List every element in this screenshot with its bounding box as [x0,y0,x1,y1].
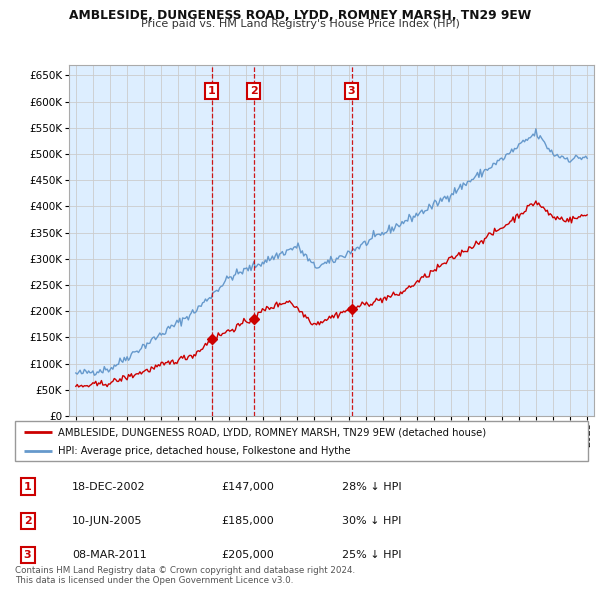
Text: AMBLESIDE, DUNGENESS ROAD, LYDD, ROMNEY MARSH, TN29 9EW (detached house): AMBLESIDE, DUNGENESS ROAD, LYDD, ROMNEY … [58,427,486,437]
Text: 08-MAR-2011: 08-MAR-2011 [73,550,147,560]
Text: 1: 1 [24,481,31,491]
Text: 3: 3 [24,550,31,560]
Text: £147,000: £147,000 [221,481,274,491]
Text: 1: 1 [208,86,215,96]
FancyBboxPatch shape [15,421,588,461]
Text: Contains HM Land Registry data © Crown copyright and database right 2024.
This d: Contains HM Land Registry data © Crown c… [15,566,355,585]
Text: HPI: Average price, detached house, Folkestone and Hythe: HPI: Average price, detached house, Folk… [58,445,350,455]
Text: AMBLESIDE, DUNGENESS ROAD, LYDD, ROMNEY MARSH, TN29 9EW: AMBLESIDE, DUNGENESS ROAD, LYDD, ROMNEY … [69,9,531,22]
Text: 18-DEC-2002: 18-DEC-2002 [73,481,146,491]
Text: 30% ↓ HPI: 30% ↓ HPI [341,516,401,526]
Text: £205,000: £205,000 [221,550,274,560]
Text: 25% ↓ HPI: 25% ↓ HPI [341,550,401,560]
Text: £185,000: £185,000 [221,516,274,526]
Text: 10-JUN-2005: 10-JUN-2005 [73,516,143,526]
Text: 3: 3 [348,86,355,96]
Text: Price paid vs. HM Land Registry's House Price Index (HPI): Price paid vs. HM Land Registry's House … [140,19,460,29]
Text: 2: 2 [24,516,31,526]
Text: 28% ↓ HPI: 28% ↓ HPI [341,481,401,491]
Text: 2: 2 [250,86,257,96]
